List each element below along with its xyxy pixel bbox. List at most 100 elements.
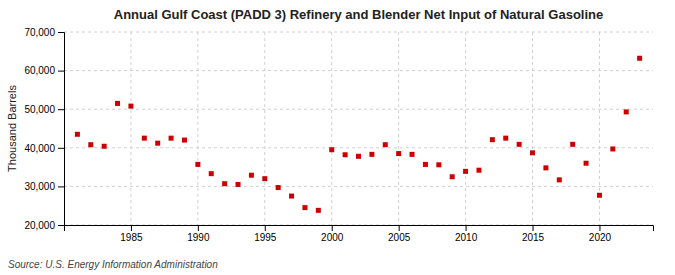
y-tick-mark (58, 148, 64, 149)
point (88, 142, 93, 147)
x-tick-mark (533, 225, 534, 231)
y-tick: 50,000 (24, 104, 64, 115)
title: Annual Gulf Coast (PADD 3) Refinery and … (114, 7, 603, 22)
grid-line (64, 186, 653, 187)
x-tick-label: 2010 (455, 232, 478, 243)
x-tick: 2000 (321, 225, 344, 243)
grid-line (64, 109, 653, 110)
x-tick-mark (399, 225, 400, 231)
y-tick-label: 40,000 (24, 143, 55, 154)
x-axis: 1985 1990 1995 2000 2005 2010 2015 2020 (65, 225, 654, 243)
x-tick: 1990 (187, 225, 210, 243)
grid-line (331, 32, 332, 225)
grid-line (130, 32, 131, 225)
point (624, 109, 629, 114)
y-tick-label: 70,000 (24, 27, 55, 38)
x-tick: 1995 (254, 225, 277, 243)
y-tick-mark (58, 109, 64, 110)
point (396, 151, 401, 156)
point (410, 152, 415, 157)
point (570, 142, 575, 147)
point (450, 174, 455, 179)
grid-line (264, 32, 265, 225)
point (222, 181, 227, 186)
y-tick-mark (58, 32, 64, 33)
point (637, 56, 642, 61)
point (463, 169, 468, 174)
chart: 1985 1990 1995 2000 2005 2010 2015 2020 20,000 30… (0, 0, 675, 275)
source: Source: U.S. Energy Information Administ… (8, 259, 218, 270)
y-tick-label: 30,000 (24, 181, 55, 192)
y-tick: 20,000 (24, 220, 64, 231)
point (316, 208, 321, 213)
point (128, 104, 133, 109)
x-tick: 1985 (120, 225, 143, 243)
points (75, 56, 642, 213)
x-tick-mark (131, 225, 132, 231)
point (530, 150, 535, 155)
y-tick-mark (58, 71, 64, 72)
point (436, 162, 441, 167)
grid (64, 32, 653, 225)
point (276, 185, 281, 190)
point (369, 152, 374, 157)
y-tick-label: 20,000 (24, 220, 55, 231)
x-tick-label: 2000 (321, 232, 344, 243)
grid-line (64, 70, 653, 71)
x-axis-line (65, 226, 654, 232)
x-tick-mark (198, 225, 199, 231)
x-tick-label: 1990 (187, 232, 210, 243)
point (329, 147, 334, 152)
y-tick: 60,000 (24, 65, 64, 76)
x-tick-label: 1985 (120, 232, 143, 243)
y-tick-mark (58, 186, 64, 187)
grid-line (64, 32, 653, 33)
point (169, 136, 174, 141)
point (423, 162, 428, 167)
x-tick-mark (265, 225, 266, 231)
y-tick-mark (58, 225, 64, 226)
y-tick: 40,000 (24, 143, 64, 154)
x-tick: 2020 (589, 225, 612, 243)
y-axis-title: Thousand Barrels (6, 85, 18, 172)
x-tick-label: 2020 (589, 232, 612, 243)
x-tick-mark (466, 225, 467, 231)
point (102, 144, 107, 149)
x-tick: 2010 (455, 225, 478, 243)
y-tick-label: 50,000 (24, 104, 55, 115)
x-tick-label: 1995 (254, 232, 277, 243)
point (209, 171, 214, 176)
x-tick-label: 2005 (388, 232, 411, 243)
grid-line (197, 32, 198, 225)
point (343, 152, 348, 157)
point (584, 161, 589, 166)
y-tick-label: 60,000 (24, 65, 55, 76)
grid-line (398, 32, 399, 225)
x-tick: 2005 (388, 225, 411, 243)
point (490, 137, 495, 142)
point (262, 176, 267, 181)
point (236, 182, 241, 187)
point (195, 162, 200, 167)
point (75, 132, 80, 137)
point (597, 193, 602, 198)
point (249, 173, 254, 178)
x-tick-mark (599, 225, 600, 231)
x-tick-mark (332, 225, 333, 231)
point (142, 136, 147, 141)
point (517, 142, 522, 147)
point (476, 168, 481, 173)
grid-line (532, 32, 533, 225)
grid-line (64, 147, 653, 148)
x-tick-label: 2015 (522, 232, 545, 243)
point (543, 165, 548, 170)
point (302, 205, 307, 210)
point (557, 177, 562, 182)
point (115, 101, 120, 106)
x-tick: 2015 (522, 225, 545, 243)
point (503, 136, 508, 141)
point (610, 146, 615, 151)
point (383, 142, 388, 147)
plot-area: 1985 1990 1995 2000 2005 2010 2015 2020 20,000 30… (24, 27, 653, 243)
point (356, 154, 361, 159)
